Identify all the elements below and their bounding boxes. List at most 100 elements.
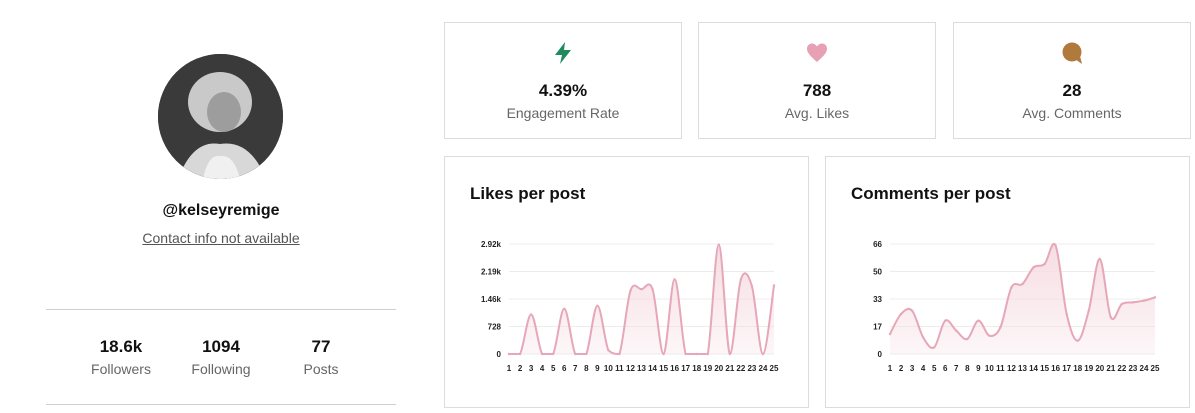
x-tick-label: 10 [604,364,613,373]
y-tick-label: 0 [878,350,883,359]
stat-following: 1094 Following [171,337,271,377]
followers-count: 18.6k [99,337,143,356]
x-tick-label: 5 [932,364,937,373]
avg-comments-label: Avg. Comments [1022,105,1122,121]
data-point [772,284,776,287]
avg-comments-card: 28 Avg. Comments [953,22,1191,139]
engagement-rate-value: 4.39% [538,81,588,100]
y-tick-label: 728 [488,323,502,332]
data-point [1120,302,1124,306]
data-point [684,352,687,356]
x-tick-label: 10 [985,364,994,373]
x-tick-label: 25 [1151,364,1160,373]
data-point [518,352,522,356]
data-point [1010,286,1013,289]
data-point [1032,266,1035,269]
likes-chart-card: Likes per post 0 728 1.46k 2.19k 2.92k 1 2 3 4 5 6… [444,156,809,408]
data-point [944,319,947,322]
data-point [1065,312,1068,316]
data-point [761,352,765,356]
likes-chart-title: Likes per post [470,184,586,203]
data-point [529,313,533,316]
avatar-image [158,54,283,179]
x-tick-label: 11 [996,364,1005,373]
x-tick-label: 19 [1084,364,1093,373]
x-tick-label: 18 [692,364,701,373]
posts-label: Posts [303,361,339,377]
x-tick-label: 2 [899,364,904,373]
avg-likes-label: Avg. Likes [784,105,850,121]
profile-panel: @kelseyremige Contact info not available… [0,0,440,413]
data-point [706,352,709,356]
x-tick-label: 23 [747,364,756,373]
x-tick-label: 8 [965,364,970,373]
engagement-rate-label: Engagement Rate [506,105,620,121]
data-point [1087,309,1090,312]
data-point [1054,244,1057,247]
engagement-rate-card: 4.39% Engagement Rate [444,22,682,139]
y-tick-label: 50 [873,268,882,277]
y-tick-label: 17 [873,323,882,332]
data-point [1076,339,1079,342]
data-point [574,352,577,356]
x-tick-label: 7 [573,364,578,373]
data-point [1109,316,1113,319]
data-point [596,304,599,307]
x-tick-label: 6 [562,364,567,373]
data-point [629,289,632,292]
stat-followers: 18.6k Followers [71,337,171,377]
data-point [1142,299,1146,302]
data-point [921,336,925,339]
x-tick-label: 17 [1062,364,1071,373]
data-point [585,352,588,356]
x-tick-label: 14 [1029,364,1038,373]
x-tick-label: 22 [1117,364,1126,373]
avatar [158,54,283,179]
data-point [999,326,1002,329]
x-tick-label: 15 [1040,364,1049,373]
x-tick-label: 8 [584,364,589,373]
data-point [640,288,643,291]
x-tick-label: 1 [507,364,512,373]
x-tick-label: 9 [595,364,600,373]
avg-likes-value: 788 [802,81,832,100]
x-tick-label: 24 [759,364,768,373]
x-tick-label: 18 [1073,364,1082,373]
x-tick-label: 9 [976,364,981,373]
data-point [563,307,566,310]
x-tick-label: 25 [770,364,779,373]
data-point [1021,282,1024,286]
data-point [607,349,610,352]
comment-icon [1062,42,1082,64]
data-point [932,346,936,349]
y-tick-label: 66 [873,240,882,249]
following-label: Following [191,361,251,377]
data-point [899,312,903,316]
data-point [739,278,743,281]
x-tick-label: 1 [888,364,893,373]
data-point [750,284,754,288]
x-tick-label: 20 [714,364,723,373]
data-point [1153,296,1157,299]
x-tick-label: 17 [681,364,690,373]
x-tick-label: 21 [725,364,734,373]
data-point [910,309,914,312]
contact-info-link[interactable]: Contact info not available [142,230,300,246]
comments-chart-title: Comments per post [851,184,1011,203]
data-point [1098,257,1101,261]
x-tick-label: 21 [1106,364,1115,373]
x-tick-label: 16 [670,364,679,373]
stat-posts: 77 Posts [271,337,371,377]
divider [46,309,396,310]
data-point [888,332,892,336]
data-point [717,243,720,246]
series-area [890,243,1155,354]
avg-likes-card: 788 Avg. Likes [698,22,936,139]
data-point [728,352,732,356]
y-tick-label: 0 [497,350,502,359]
data-point [507,352,511,356]
data-point [1043,262,1046,266]
series-area [509,244,774,354]
heart-icon [807,43,827,62]
